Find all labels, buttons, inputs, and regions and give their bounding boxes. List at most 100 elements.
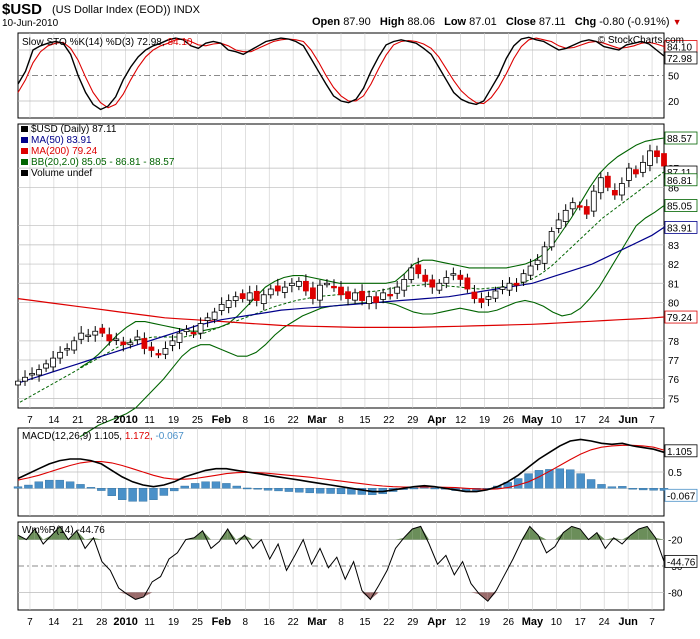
high-value: 88.06	[407, 16, 435, 28]
williams-overbought-fill	[51, 526, 60, 540]
price-ma200-tag-box	[664, 310, 698, 324]
candle-body	[450, 273, 457, 276]
williams-line	[17, 525, 665, 602]
williams-overbought-fill	[596, 532, 606, 540]
price-x-tick-label: Apr	[427, 414, 447, 426]
bb-lower-line	[79, 205, 665, 438]
macd-histogram-bar	[55, 479, 64, 489]
price-bb-lower-tag: 85.05	[667, 202, 692, 213]
macd-histogram-bar	[76, 484, 85, 489]
candle-body	[457, 274, 464, 280]
stochastic-legend-k: 72.98,	[137, 37, 168, 48]
price-legend-main: $USD (Daily) 87.11	[31, 124, 117, 135]
candle-body	[387, 293, 394, 297]
ma50-line	[17, 226, 665, 384]
candle-body	[239, 293, 246, 300]
price-y-tick: 81	[668, 279, 680, 290]
williams-x-tick-label: Apr	[427, 616, 447, 628]
macd-histogram-bar	[284, 488, 294, 492]
williams-x-tick-label: 16	[264, 617, 276, 628]
price-x-tick-label: 26	[503, 415, 515, 426]
williams-overbought-fill	[202, 530, 211, 540]
price-x-tick-label: 12	[455, 415, 467, 426]
williams-x-tick-label: 24	[599, 617, 611, 628]
price-y-tick: 77	[668, 356, 680, 367]
macd-legend-macd: 1.105,	[94, 431, 125, 442]
stochastic-d-tag: 84.10	[667, 43, 692, 54]
candle-body	[267, 288, 274, 296]
ticker-fullname: (US Dollar Index (EOD))	[52, 4, 171, 16]
williams-x-tick-label: 8	[338, 617, 344, 628]
price-bb-upper-tag: 88.57	[667, 134, 692, 145]
macd-histogram-bar	[190, 483, 200, 489]
candle-body	[478, 298, 485, 303]
macd-histogram-bar	[211, 481, 221, 489]
macd-histogram-bar	[243, 487, 252, 490]
williams-overbought-fill	[93, 537, 102, 540]
macd-histogram-bar	[305, 488, 314, 494]
williams-overbought-fill	[571, 526, 581, 540]
candle-body	[64, 348, 71, 351]
williams-x-tick-label: 11	[144, 617, 155, 628]
candle-body	[422, 274, 429, 282]
candle-body	[274, 285, 281, 292]
price-x-tick-label: 16	[264, 415, 276, 426]
macd-histogram-bar	[628, 488, 637, 490]
williams-oversold-fill	[370, 592, 379, 600]
stochastic-legend-name: Slow STO %K(14) %D(3)	[22, 37, 137, 48]
macd-histogram-bar	[86, 487, 96, 489]
stochastic-d-line	[17, 37, 665, 109]
williams-overbought-fill	[605, 537, 614, 540]
down-triangle-icon: ▼	[672, 17, 682, 27]
price-x-tick-label: Mar	[307, 414, 327, 426]
candle-body	[288, 282, 295, 286]
macd-value-tag-box	[664, 444, 698, 458]
candle-body	[520, 273, 527, 283]
candle-body	[604, 175, 611, 188]
candle-body	[295, 280, 302, 287]
macd-histogram-bar	[201, 481, 210, 489]
price-x-tick-label: 14	[48, 415, 60, 426]
macd-histogram-bar	[607, 486, 617, 489]
macd-histogram-bar	[253, 488, 262, 490]
macd-histogram-bar	[513, 478, 523, 489]
chart-header: $USD (US Dollar Index (EOD)) INDX 10-Jun…	[0, 0, 700, 46]
macd-signal-line	[17, 444, 665, 490]
williams-x-tick-label: 2010	[113, 616, 137, 628]
candle-body	[401, 279, 408, 291]
williams-x-tick-label: 19	[168, 617, 180, 628]
bb-upper-line	[79, 137, 665, 369]
williams-x-tick-label: 26	[503, 617, 515, 628]
candle-body	[176, 332, 183, 343]
candle-body	[141, 338, 148, 349]
candle-body	[485, 296, 492, 300]
williams-x-tick-label: 22	[383, 617, 395, 628]
williams-overbought-fill	[395, 537, 404, 540]
macd-histogram-bar	[128, 488, 137, 502]
candle-body	[310, 287, 316, 300]
candle-body	[513, 282, 520, 286]
candle-body	[576, 205, 583, 208]
candle-body	[492, 290, 499, 299]
price-x-tick-label: 19	[479, 415, 491, 426]
price-y-tick: 80	[668, 298, 680, 309]
candle-body	[590, 190, 597, 212]
price-legend-ma200-swatch	[21, 148, 28, 154]
macd-histogram-bar	[534, 470, 544, 489]
williams-x-tick-label: 29	[407, 617, 419, 628]
williams-x-tick-label: 28	[96, 617, 108, 628]
candle-body	[127, 342, 134, 346]
candle-body	[155, 353, 162, 356]
candle-body	[225, 300, 232, 308]
macd-histogram-bar	[34, 481, 44, 489]
low-value: 87.01	[469, 16, 497, 28]
williams-x-tick-label: Jun	[618, 616, 638, 628]
macd-histogram-bar	[138, 488, 148, 502]
stochastic-k-tag-box	[664, 51, 698, 65]
price-x-tick-label: 21	[72, 415, 84, 426]
price-legend-ma50: MA(50) 83.91	[31, 135, 92, 146]
candle-body	[120, 341, 127, 346]
price-y-tick: 86	[668, 183, 680, 194]
price-ma50-tag: 83.91	[667, 223, 692, 234]
